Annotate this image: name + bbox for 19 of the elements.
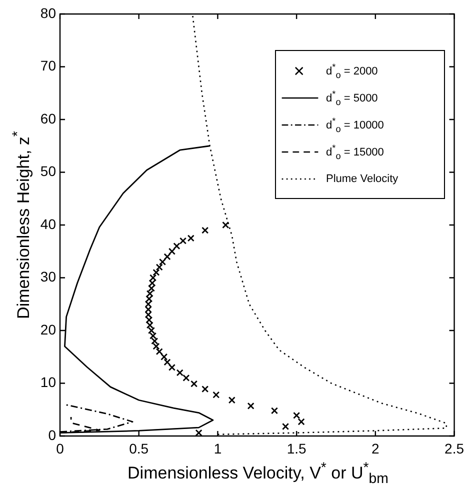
x-tick-label: 2.5 [444,440,464,456]
x-tick-label: 0.5 [129,440,149,456]
legend-label: d$^{*}$$_{o}$ = 2000 [326,62,378,80]
legend-label: d$^{*}$$_{o}$ = 5000 [326,88,378,106]
legend-label: Plume Velocity [326,172,398,184]
y-tick-label: 10 [40,374,56,390]
y-tick-label: 40 [40,216,56,232]
x-tick-label: 1.5 [286,440,307,456]
x-tick-label: 2 [372,440,380,456]
y-tick-label: 70 [40,58,56,74]
y-tick-label: 80 [40,4,56,21]
y-tick-label: 20 [40,321,56,338]
y-tick-label: 0 [48,426,56,443]
legend-label: d$^{*}$$_{o}$ = 10000 [326,116,384,134]
legend-label: d$^{*}$$_{o}$ = 15000 [326,142,384,160]
y-tick-label: 50 [40,163,56,180]
x-tick-label: 1 [214,440,222,456]
y-tick-label: 30 [40,268,56,285]
y-tick-label: 60 [40,110,56,126]
